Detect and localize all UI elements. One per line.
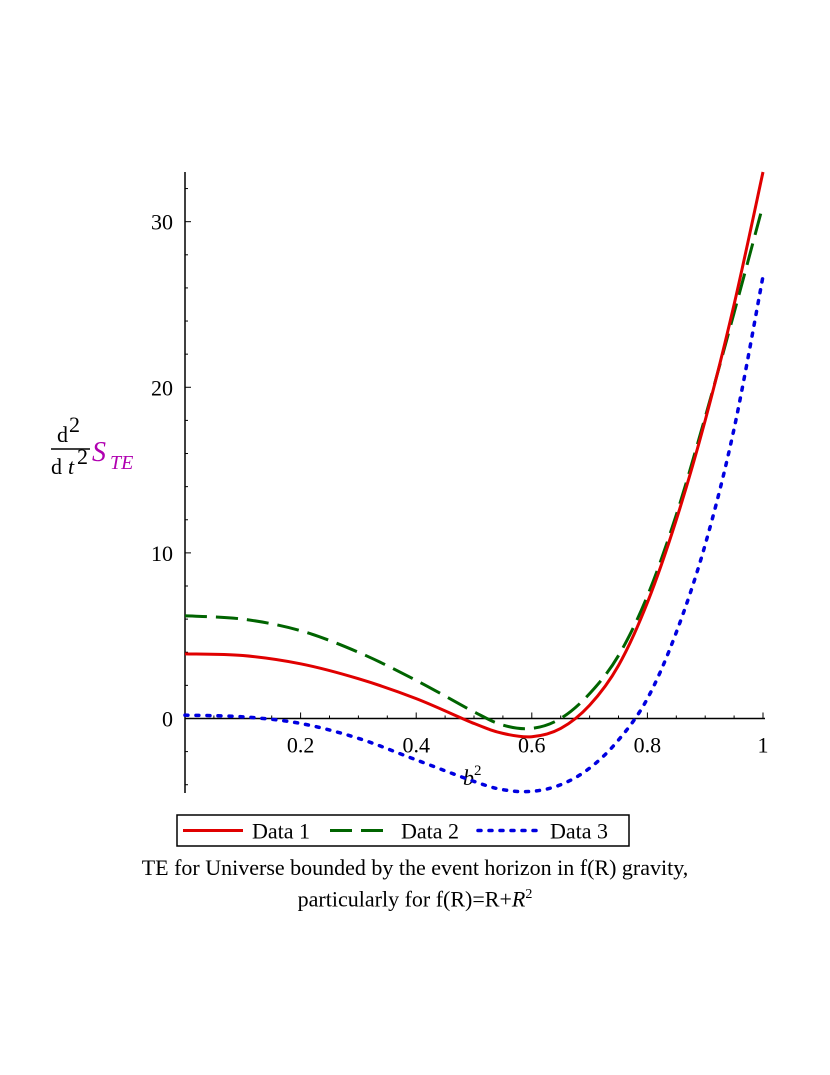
legend-label-2: Data 2 — [401, 819, 459, 844]
series-line-data-1 — [184, 171, 765, 739]
y-label-numerator: d — [57, 422, 68, 447]
y-label-symbol: S — [92, 437, 106, 468]
caption-prefix: particularly for f(R)=R+ — [297, 886, 512, 912]
y-label-subscript: TE — [110, 452, 133, 474]
caption-line-2: particularly for f(R)=R+R2 — [0, 882, 830, 912]
y-tick-label: 30 — [151, 210, 173, 235]
series-line-data-2 — [184, 204, 765, 731]
x-tick-label: 0.8 — [634, 732, 662, 757]
legend-label-3: Data 3 — [550, 819, 608, 844]
x-axis-label: b2 — [463, 763, 482, 790]
x-tick-label: 0.2 — [287, 732, 315, 757]
x-tick-label: 1 — [758, 732, 769, 757]
caption-line-1: TE for Universe bounded by the event hor… — [141, 855, 689, 880]
x-axis-label-exponent: 2 — [474, 763, 482, 779]
caption-variable: R — [511, 886, 526, 912]
y-tick-label: 0 — [162, 706, 173, 731]
x-axis-label-base: b — [463, 765, 474, 790]
legend-box — [176, 814, 630, 847]
series-line-data-3 — [183, 274, 765, 794]
y-tick-label: 10 — [151, 541, 173, 566]
legend-label-1: Data 1 — [252, 819, 310, 844]
y-tick-label: 20 — [151, 375, 173, 400]
y-label-denominator: d — [51, 454, 62, 479]
y-label-numerator-exponent: 2 — [69, 412, 80, 437]
x-tick-label: 0.4 — [402, 732, 430, 757]
caption-exponent: 2 — [525, 887, 533, 902]
y-label-denominator-exponent: 2 — [77, 444, 88, 469]
y-label-denominator-variable: t — [68, 454, 75, 479]
